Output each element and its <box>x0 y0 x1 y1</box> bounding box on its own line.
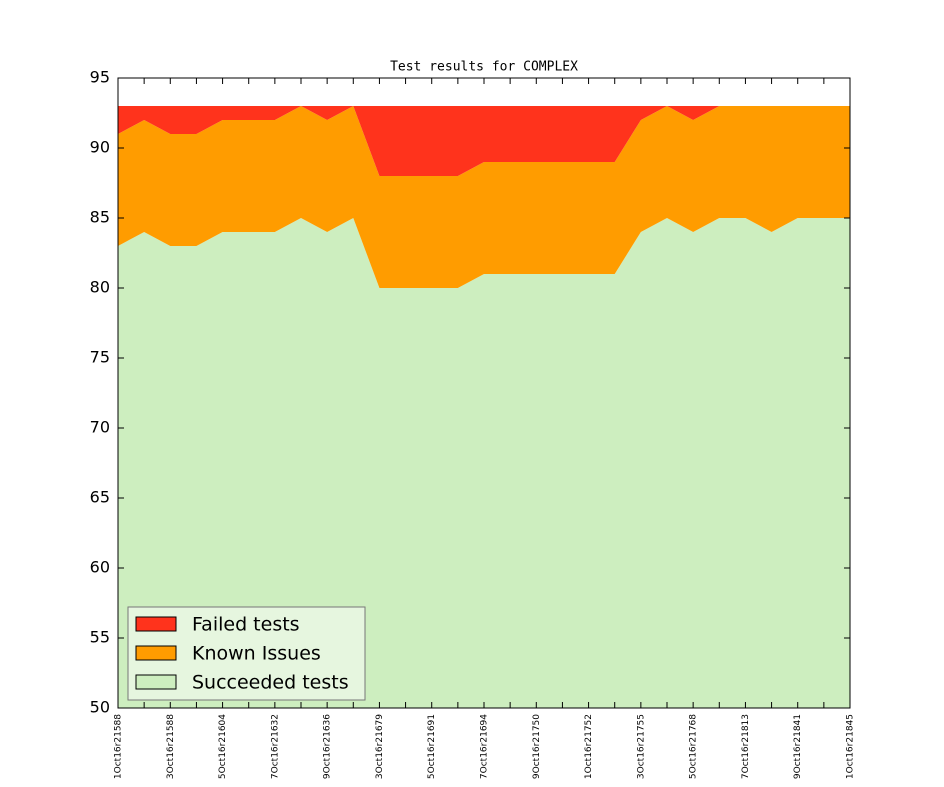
y-tick-label: 60 <box>90 558 110 577</box>
x-tick-label: 1Oct16r21588 <box>114 714 124 779</box>
y-tick-label: 75 <box>90 348 110 367</box>
x-tick-label: 7Oct16r21632 <box>270 714 280 779</box>
y-tick-label: 95 <box>90 68 110 87</box>
x-tick-label: 3Oct16r21755 <box>636 714 646 779</box>
y-tick-label: 50 <box>90 698 110 717</box>
x-tick-label: 7Oct16r21813 <box>741 714 751 779</box>
y-tick-label: 55 <box>90 628 110 647</box>
x-tick-label: 5Oct16r21604 <box>218 714 228 779</box>
x-tick-label: 5Oct16r21768 <box>689 714 699 779</box>
legend-label: Succeeded tests <box>192 672 349 694</box>
x-tick-label: 3Oct16r21679 <box>375 714 385 779</box>
y-tick-label: 70 <box>90 418 110 437</box>
y-tick-label: 90 <box>90 138 110 157</box>
x-tick-label: 5Oct16r21691 <box>427 714 437 779</box>
y-tick-label: 65 <box>90 488 110 507</box>
x-tick-label: 9Oct16r21636 <box>323 714 333 779</box>
y-tick-label: 85 <box>90 208 110 227</box>
x-tick-label: 1Oct16r21845 <box>846 714 856 779</box>
y-tick-label: 80 <box>90 278 110 297</box>
legend-label: Known Issues <box>192 643 321 665</box>
x-tick-label: 1Oct16r21752 <box>584 714 594 779</box>
x-tick-label: 9Oct16r21750 <box>532 714 542 779</box>
x-tick-label: 7Oct16r21694 <box>480 714 490 779</box>
legend-swatch <box>135 674 177 690</box>
area <box>118 218 850 708</box>
legend-label: Failed tests <box>192 614 300 636</box>
plot-area <box>118 106 850 708</box>
area <box>118 106 850 176</box>
chart-title: Test results for COMPLEX <box>390 60 578 75</box>
legend-swatch <box>135 616 177 632</box>
x-tick-label: 3Oct16r21588 <box>166 714 176 779</box>
legend-swatch <box>135 645 177 661</box>
x-tick-label: 9Oct16r21841 <box>793 714 803 779</box>
area <box>118 106 850 288</box>
